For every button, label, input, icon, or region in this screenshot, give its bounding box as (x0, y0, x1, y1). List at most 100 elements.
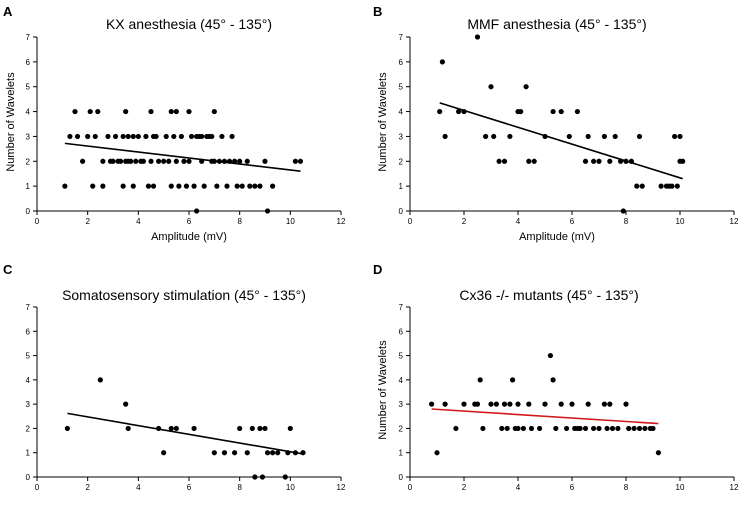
panel-d-data-point (564, 425, 570, 432)
panel-d-data-point (631, 425, 637, 432)
panel-b-trend-line (439, 102, 683, 180)
panel-c-x-tick-label: 2 (85, 483, 90, 492)
panel-d-y-tick-label: 0 (399, 473, 404, 482)
panel-c-y-tick-label: 6 (26, 327, 31, 336)
panel-d-data-point (515, 425, 521, 432)
panel-b-data-point (439, 59, 445, 65)
panel-a-data-point (100, 158, 106, 164)
panel-a-data-point (173, 158, 179, 164)
panel-d-data-point (569, 401, 575, 407)
panel-c-y-tick-label: 7 (26, 303, 31, 312)
panel-b-x-tick-label: 2 (462, 217, 467, 226)
panel-b-x-tick-label: 4 (516, 217, 521, 226)
panel-c-x-tick-label: 6 (187, 483, 192, 492)
panel-b-x-tick-label: 8 (624, 217, 629, 226)
panel-d-data-point (528, 425, 535, 432)
panel-a-data-point (90, 183, 96, 189)
panel-a-data-point (128, 158, 134, 164)
panel-a-data-point (186, 108, 192, 115)
panel-d-data-point (507, 401, 513, 407)
panel-d-y-tick-label: 2 (399, 424, 404, 433)
panel-a-data-point (264, 208, 271, 214)
panel-c-data-point (282, 474, 288, 480)
panel-a-title: KX anesthesia (45° - 135°) (106, 16, 272, 32)
panel-d-data-point (553, 425, 559, 432)
panel-b-data-point (601, 133, 608, 140)
panel-d-data-point (558, 401, 564, 407)
panel-c-data-point (64, 425, 70, 432)
panel-c-y-tick-label: 1 (26, 449, 31, 458)
panel-a-data-point (92, 133, 98, 140)
panel-c-data-point (287, 425, 293, 432)
panel-a-data-point (153, 133, 159, 140)
panel-c-data-point (249, 425, 255, 432)
panel-a-data-point (234, 183, 240, 189)
panel-a-data-point (244, 158, 250, 164)
panel-a-ylabel: Number of Wavelets (5, 72, 17, 172)
panel-a-data-point (105, 133, 111, 140)
panel-d: D Cx36 -/- mutants (45° - 135°) Number o… (373, 262, 739, 492)
panel-d-data-point (501, 401, 508, 407)
panel-a-data-point (143, 133, 149, 140)
panel-c-title: Somatosensory stimulation (45° - 135°) (62, 287, 306, 303)
panel-a-data-point (229, 133, 235, 140)
panel-d-data-point (504, 425, 510, 432)
panel-a-data-point (80, 158, 86, 164)
panel-a-data-point (176, 183, 182, 189)
panel-a-y-tick-label: 1 (26, 182, 31, 191)
panel-d-data-point (604, 425, 610, 432)
panel-c-data-point (259, 474, 266, 480)
panel-c-data-point (125, 425, 131, 432)
panel-a-data-point (156, 158, 162, 164)
panel-d-y-tick-label: 5 (399, 352, 404, 361)
panel-c-x-tick-label: 8 (237, 483, 242, 492)
panel-a-data-point (270, 183, 276, 189)
panel-a-data-point (178, 133, 184, 140)
panel-d-data-point (520, 425, 527, 432)
panel-a-data-point (201, 183, 207, 189)
panel-b-y-tick-label: 7 (399, 33, 404, 42)
panel-a-data-point (135, 133, 141, 140)
panel-b-xlabel: Amplitude (mV) (519, 231, 595, 243)
panel-c-data-point (221, 450, 228, 456)
panel-a-data-point (224, 183, 230, 189)
panel-a-data-point (247, 183, 253, 189)
panel-b-data-point (456, 108, 462, 115)
panel-a-data-point (191, 183, 197, 189)
panel-b-data-point (518, 108, 524, 115)
panel-b-data-point (501, 158, 508, 164)
panel-b-x-tick-label: 0 (408, 217, 413, 226)
panel-c-data-point (97, 377, 103, 383)
panel-a-data-point (130, 133, 136, 140)
panel-b-data-point (442, 133, 448, 140)
panel-a-data-point (74, 133, 81, 140)
panel-b-data-point (585, 133, 591, 140)
panel-a-data-point (62, 183, 68, 189)
panel-a-data-point (239, 183, 245, 189)
panel-a-data-point (112, 133, 119, 140)
panel-d-x-tick-label: 10 (676, 483, 685, 492)
panel-d-data-point (442, 401, 448, 407)
panel-a: A KX anesthesia (45° - 135°) Number of W… (3, 4, 346, 243)
panel-d-data-point (626, 425, 632, 432)
panel-a-x-tick-label: 8 (237, 217, 242, 226)
panel-c-data-point (173, 425, 179, 432)
panel-a-letter: A (3, 4, 13, 19)
panel-d-data-point (615, 425, 621, 432)
panel-d-x-tick-label: 6 (570, 483, 575, 492)
panel-b-data-point (491, 133, 497, 140)
panel-d-x-tick-label: 12 (730, 483, 739, 492)
panel-b-data-point (488, 84, 494, 90)
panel-b-data-point (437, 108, 443, 115)
panel-b-data-point (591, 158, 597, 164)
panel-a-data-point (214, 183, 220, 189)
panel-a-y-tick-label: 7 (26, 33, 31, 42)
panel-b-x-tick-label: 10 (676, 217, 685, 226)
panel-c-data-point (264, 450, 271, 456)
panel-b-ylabel: Number of Wavelets (377, 72, 389, 172)
panel-a-x-tick-label: 6 (187, 217, 192, 226)
panel-a-data-point (72, 108, 78, 115)
panel-b-data-point (680, 158, 686, 164)
panel-d-data-point (601, 401, 608, 407)
